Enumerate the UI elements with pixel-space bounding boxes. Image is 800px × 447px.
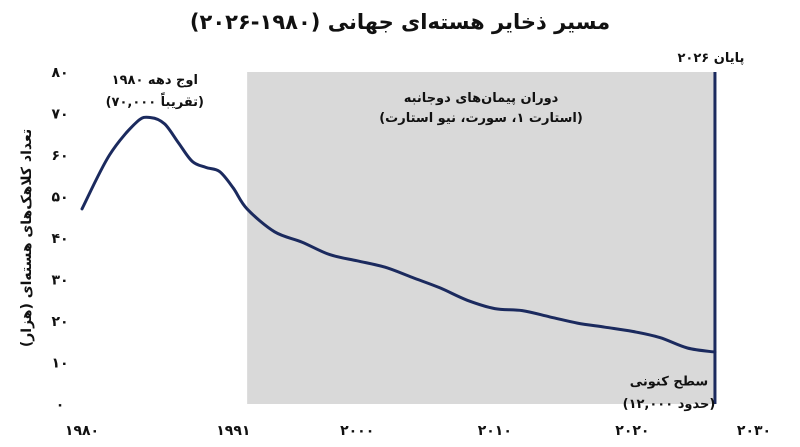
y-tick-label: ۳۰ xyxy=(51,273,68,289)
current-level-annotation: سطح کنونی xyxy=(630,374,708,389)
y-tick-label: ۵۰ xyxy=(51,190,68,206)
y-tick-label: ۶۰ xyxy=(51,148,68,164)
series-line xyxy=(80,115,717,354)
treaty-era-shaded-region xyxy=(247,72,715,404)
chart-title: مسیر ذخایر هسته‌ای جهانی (۱۹۸۰-۲۰۲۶) xyxy=(189,10,611,34)
current-level-annotation-value: (حدود ۱۲,۰۰۰) xyxy=(623,397,716,412)
x-tick-label: ۲۰۱۰ xyxy=(478,423,512,439)
y-tick-label: ۸۰ xyxy=(51,65,68,81)
x-tick-label: ۲۰۰۰ xyxy=(340,423,374,439)
y-tick-label: ۴۰ xyxy=(51,231,68,247)
y-tick-label: ۰ xyxy=(56,397,65,413)
x-tick-label: ۱۹۸۰ xyxy=(65,423,99,439)
peak-annotation: اوج دهه ۱۹۸۰ xyxy=(112,73,198,88)
x-tick-label: ۱۹۹۱ xyxy=(216,423,250,439)
x-tick-label: ۲۰۳۰ xyxy=(737,423,771,439)
x-tick-label: ۲۰۲۰ xyxy=(615,423,649,439)
y-tick-label: ۲۰ xyxy=(51,314,68,330)
treaty-era-sublabel: (استارت ۱، سورت، نیو استارت) xyxy=(379,111,583,126)
y-tick-label: ۱۰ xyxy=(51,356,68,372)
y-tick-label: ۷۰ xyxy=(51,107,68,123)
peak-annotation-value: (تقریباً ۷۰,۰۰۰) xyxy=(106,92,204,110)
treaty-era-label: دوران پیمان‌های دوجانبه xyxy=(404,91,559,106)
end-2026-label: پایان ۲۰۲۶ xyxy=(678,51,745,66)
